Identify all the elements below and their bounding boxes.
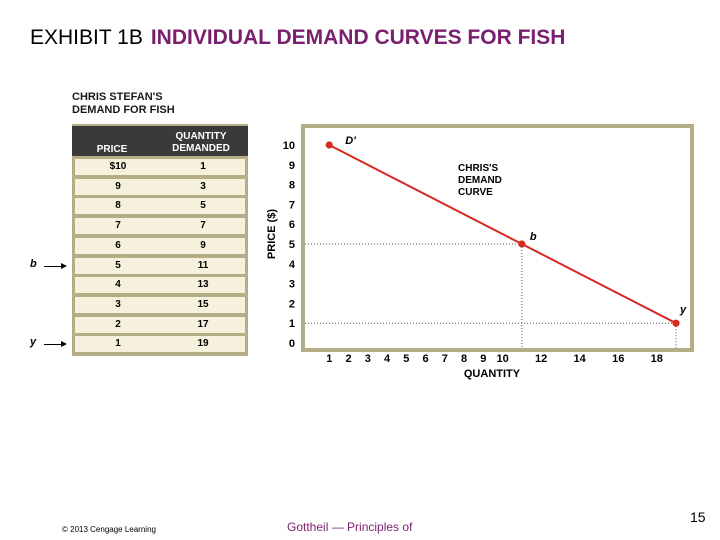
table-row: 5 11 [75,257,245,274]
plot-area [305,128,690,348]
y-tick-label: 7 [289,199,295,211]
y-tick-label: 5 [289,239,295,251]
x-tick-label: 6 [423,353,429,365]
y-tick-label: 6 [289,219,295,231]
table-row: 3 15 [75,296,245,313]
table-header: PRICE QUANTITY DEMANDED [72,126,248,156]
x-tick-label: 10 [497,353,509,365]
y-axis-label: PRICE ($) [266,209,278,259]
row-marker-y: y [30,336,37,349]
y-tick-label: 4 [289,259,296,271]
x-tick-label: 12 [535,353,547,365]
quantity-cell: 19 [197,338,209,350]
quantity-cell: 1 [200,161,206,172]
y-tick-label: 10 [283,140,295,152]
price-cell: 5 [115,259,121,271]
x-tick-label: 1 [326,353,332,365]
point-label: y [679,304,687,316]
price-cell: 4 [115,279,121,291]
row-marker-b: b [30,257,37,270]
slide-title: EXHIBIT 1B INDIVIDUAL DEMAND CURVES FOR F… [30,26,565,50]
table-row: 1 19 [75,336,245,353]
row-marker-arrow [44,262,67,269]
quantity-header-line1: QUANTITY [175,131,227,142]
table-title-line1: CHRIS STEFAN'S [72,91,163,103]
point-label: D' [345,135,356,147]
curve-annotation-line: DEMAND [458,175,502,186]
y-tick-label: 1 [289,318,295,330]
quantity-cell: 5 [200,200,206,212]
price-cell: 3 [115,298,121,310]
price-cell: 9 [115,180,121,192]
table-row: 2 17 [75,316,245,333]
x-axis-label: QUANTITY [464,368,521,380]
price-cell: 2 [115,318,121,330]
x-tick-label: 16 [612,353,624,365]
demand-schedule-table: PRICE QUANTITY DEMANDED $10 1 9 3 8 5 7 7 6 9 5 11 4… [72,124,248,356]
y-tick-label: 0 [289,338,295,350]
table-title-line2: DEMAND FOR FISH [72,104,175,116]
x-tick-label: 2 [345,353,351,365]
x-tick-label: 9 [480,353,486,365]
exhibit-heading: INDIVIDUAL DEMAND CURVES FOR FISH [150,26,566,49]
table-row: $10 1 [75,159,245,175]
x-tick-label: 14 [574,353,587,365]
quantity-cell: 15 [197,298,209,310]
y-tick-label: 8 [289,180,295,192]
table-title: CHRIS STEFAN'S DEMAND FOR FISH [72,91,175,117]
x-tick-label: 4 [384,353,391,365]
curve-annotation-line: CURVE [458,187,493,198]
point-label: b [530,231,537,243]
x-tick-label: 3 [365,353,371,365]
quantity-cell: 3 [200,180,206,192]
price-column-header: PRICE [96,144,128,155]
x-tick-label: 8 [461,353,467,365]
source-text: Gottheil — Principles of [287,520,413,534]
page-number: 15 [690,509,706,525]
price-cell: 1 [115,338,121,350]
data-point-d-prime [325,141,333,149]
y-tick-label: 2 [289,298,295,310]
quantity-cell: 17 [197,318,209,330]
data-point-y [672,319,680,327]
quantity-header-line2: DEMANDED [172,143,230,154]
quantity-column-header: QUANTITY DEMANDED [154,131,248,155]
table-row: 4 13 [75,277,245,294]
quantity-cell: 9 [200,239,206,251]
price-cell: 7 [115,220,121,232]
price-cell: 8 [115,200,121,212]
demand-curve-line [328,144,677,325]
exhibit-label: EXHIBIT 1B [30,26,143,49]
x-tick-label: 7 [442,353,448,365]
x-tick-label: 5 [403,353,409,365]
curve-annotation-line: CHRIS'S [458,163,498,174]
quantity-cell: 13 [197,279,209,291]
copyright: © 2013 Cengage Learning [62,525,156,534]
quantity-cell: 11 [197,259,209,271]
row-marker-arrow [44,341,67,348]
price-cell: 6 [115,239,121,251]
price-cell: $10 [109,161,127,172]
data-point-b [518,240,526,248]
quantity-cell: 7 [200,220,206,232]
y-tick-label: 9 [289,160,295,172]
x-tick-label: 18 [651,353,663,365]
y-tick-label: 3 [289,279,295,291]
